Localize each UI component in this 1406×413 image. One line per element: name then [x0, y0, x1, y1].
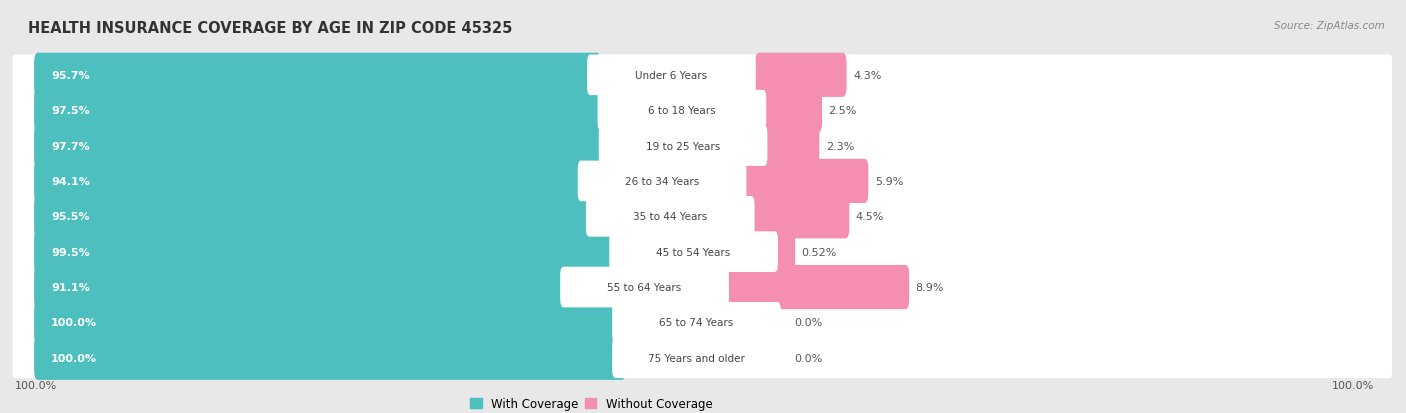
- Text: 100.0%: 100.0%: [1333, 380, 1375, 390]
- Text: 95.5%: 95.5%: [51, 212, 90, 222]
- Text: 8.9%: 8.9%: [915, 282, 945, 292]
- FancyBboxPatch shape: [13, 267, 1392, 308]
- FancyBboxPatch shape: [609, 232, 778, 272]
- Text: 4.5%: 4.5%: [856, 212, 884, 222]
- Text: 97.7%: 97.7%: [51, 141, 90, 151]
- FancyBboxPatch shape: [34, 336, 626, 380]
- FancyBboxPatch shape: [13, 126, 1392, 166]
- FancyBboxPatch shape: [778, 230, 796, 274]
- Text: 100.0%: 100.0%: [51, 318, 97, 328]
- FancyBboxPatch shape: [34, 195, 599, 239]
- Text: 55 to 64 Years: 55 to 64 Years: [607, 282, 682, 292]
- FancyBboxPatch shape: [599, 126, 768, 166]
- FancyBboxPatch shape: [34, 230, 623, 274]
- Text: 95.7%: 95.7%: [51, 71, 90, 81]
- FancyBboxPatch shape: [34, 89, 612, 133]
- Text: HEALTH INSURANCE COVERAGE BY AGE IN ZIP CODE 45325: HEALTH INSURANCE COVERAGE BY AGE IN ZIP …: [28, 21, 513, 36]
- FancyBboxPatch shape: [728, 265, 910, 309]
- Text: 35 to 44 Years: 35 to 44 Years: [633, 212, 707, 222]
- Legend: With Coverage, Without Coverage: With Coverage, Without Coverage: [470, 397, 713, 410]
- FancyBboxPatch shape: [766, 89, 823, 133]
- FancyBboxPatch shape: [34, 265, 574, 309]
- Text: 0.52%: 0.52%: [801, 247, 837, 257]
- Text: 99.5%: 99.5%: [51, 247, 90, 257]
- Text: 0.0%: 0.0%: [794, 318, 823, 328]
- Text: 45 to 54 Years: 45 to 54 Years: [657, 247, 731, 257]
- Text: 26 to 34 Years: 26 to 34 Years: [624, 176, 699, 187]
- FancyBboxPatch shape: [34, 159, 592, 204]
- Text: 75 Years and older: 75 Years and older: [648, 353, 745, 363]
- Text: 2.3%: 2.3%: [825, 141, 855, 151]
- FancyBboxPatch shape: [13, 161, 1392, 202]
- FancyBboxPatch shape: [13, 55, 1392, 96]
- Text: 100.0%: 100.0%: [51, 353, 97, 363]
- Text: 94.1%: 94.1%: [51, 176, 90, 187]
- FancyBboxPatch shape: [34, 124, 613, 168]
- FancyBboxPatch shape: [612, 337, 780, 378]
- FancyBboxPatch shape: [13, 232, 1392, 272]
- FancyBboxPatch shape: [754, 195, 849, 239]
- Text: 100.0%: 100.0%: [14, 380, 56, 390]
- FancyBboxPatch shape: [598, 90, 766, 131]
- FancyBboxPatch shape: [34, 301, 626, 345]
- Text: 5.9%: 5.9%: [875, 176, 903, 187]
- FancyBboxPatch shape: [745, 159, 869, 204]
- FancyBboxPatch shape: [34, 54, 600, 98]
- FancyBboxPatch shape: [13, 302, 1392, 343]
- FancyBboxPatch shape: [755, 54, 846, 98]
- FancyBboxPatch shape: [612, 302, 780, 343]
- FancyBboxPatch shape: [588, 55, 756, 96]
- Text: 91.1%: 91.1%: [51, 282, 90, 292]
- FancyBboxPatch shape: [766, 124, 820, 168]
- FancyBboxPatch shape: [13, 197, 1392, 237]
- Text: Source: ZipAtlas.com: Source: ZipAtlas.com: [1274, 21, 1385, 31]
- FancyBboxPatch shape: [560, 267, 728, 308]
- FancyBboxPatch shape: [13, 90, 1392, 131]
- FancyBboxPatch shape: [578, 161, 747, 202]
- Text: 6 to 18 Years: 6 to 18 Years: [648, 106, 716, 116]
- Text: 0.0%: 0.0%: [794, 353, 823, 363]
- Text: 65 to 74 Years: 65 to 74 Years: [659, 318, 734, 328]
- FancyBboxPatch shape: [13, 337, 1392, 378]
- Text: 19 to 25 Years: 19 to 25 Years: [645, 141, 720, 151]
- Text: 2.5%: 2.5%: [828, 106, 856, 116]
- Text: Under 6 Years: Under 6 Years: [636, 71, 707, 81]
- Text: 4.3%: 4.3%: [853, 71, 882, 81]
- Text: 97.5%: 97.5%: [51, 106, 90, 116]
- FancyBboxPatch shape: [586, 197, 755, 237]
